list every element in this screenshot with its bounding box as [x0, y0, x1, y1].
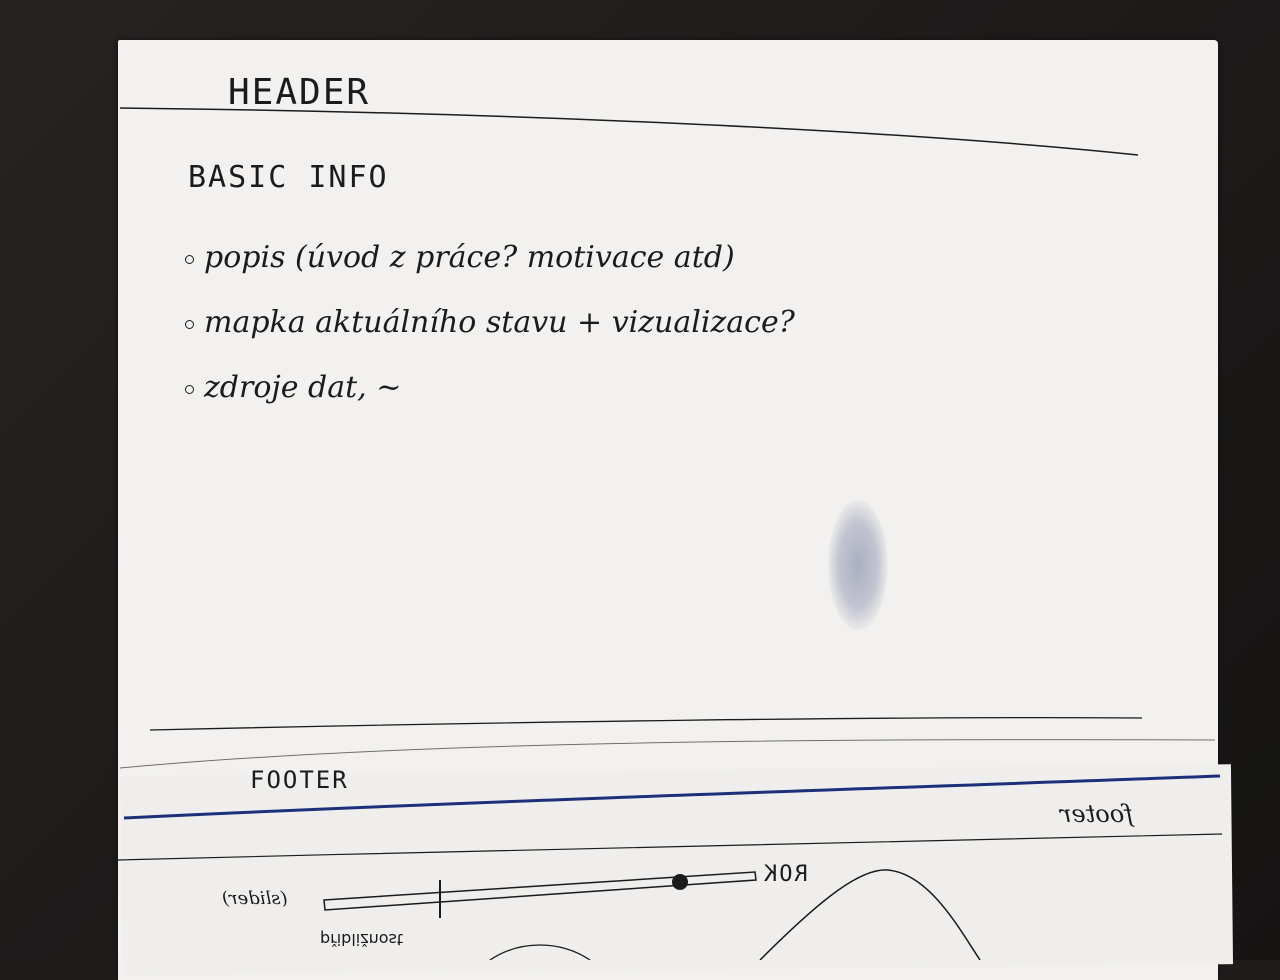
bullet-text: zdroje dat, ~: [204, 370, 402, 405]
sketch-small-curve: [489, 944, 591, 960]
slider-year-label: ROK: [762, 862, 808, 887]
bullet-text: mapka aktuálního stavu + vizualizace?: [204, 305, 795, 340]
bullet-item: popis (úvod z práce? motivace atd): [185, 240, 735, 275]
slider-handle: [672, 874, 688, 890]
footer-label: FOOTER: [250, 766, 349, 794]
second-sheet-divider: [117, 833, 1223, 861]
bullet-item: mapka aktuálního stavu + vizualizace?: [185, 305, 795, 340]
bullet-dot-icon: [185, 254, 194, 264]
header-label: HEADER: [228, 72, 371, 113]
bullet-text: popis (úvod z práce? motivace atd): [204, 240, 735, 275]
slider-label-text: (slider): [222, 888, 288, 909]
bullet-item: zdroje dat, ~: [185, 370, 401, 405]
slider-year-text: ROK: [762, 862, 808, 887]
sketch-hill-curve: [759, 869, 981, 960]
slider-under-label: přibližnost: [320, 930, 404, 949]
footer-top-line: [149, 716, 1143, 731]
slider-track: [323, 871, 757, 911]
footer-mirrored-label: footer: [1060, 800, 1133, 828]
bullet-dot-icon: [185, 319, 194, 329]
section-title: BASIC INFO: [188, 160, 389, 195]
sketch-lines: [117, 107, 1223, 960]
blue-ink-line: [123, 774, 1221, 820]
footer-mirrored-text: footer: [1060, 800, 1134, 828]
page-curve-line: [119, 739, 1216, 769]
slider-label: (slider): [222, 888, 288, 909]
bullet-dot-icon: [185, 384, 194, 394]
header-divider-line: [119, 107, 1139, 156]
ink-smudge: [828, 500, 888, 630]
